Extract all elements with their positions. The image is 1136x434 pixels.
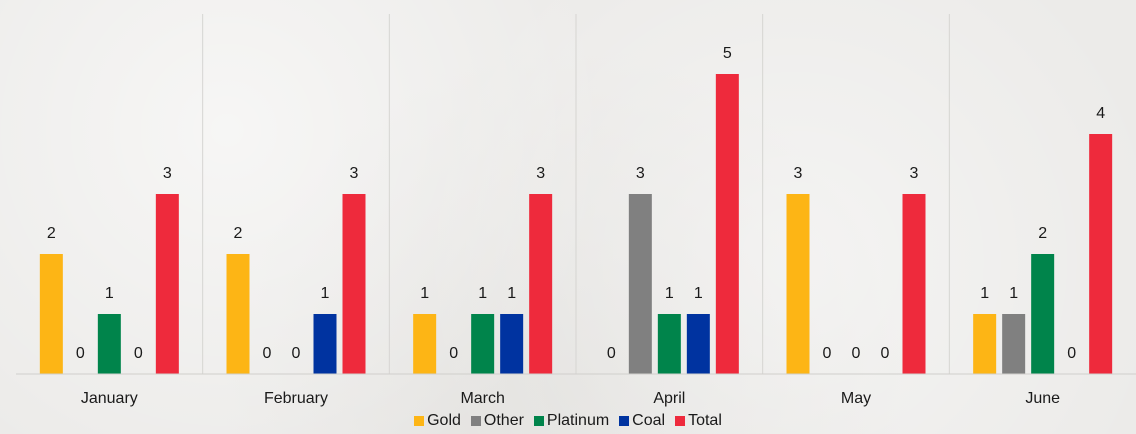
legend-label: Other <box>483 412 524 429</box>
data-label-total-march: 3 <box>536 165 545 182</box>
x-axis-tick-labels: January February March April May June <box>81 390 1060 407</box>
legend-item-coal: Coal <box>619 412 665 430</box>
bar-other-april <box>628 194 652 374</box>
data-label-other-january: 0 <box>76 345 85 362</box>
bar-gold-june <box>973 314 997 374</box>
data-label-coal-january: 0 <box>134 345 143 362</box>
bar-platinum-april <box>657 314 681 374</box>
bar-total-april <box>715 74 739 374</box>
data-label-total-february: 3 <box>350 165 359 182</box>
bar-gold-january <box>39 254 63 374</box>
bars <box>39 74 1113 374</box>
data-label-platinum-june: 2 <box>1038 225 1047 242</box>
x-tick-label: May <box>841 390 871 407</box>
legend: Gold Other Platinum Coal Total <box>0 412 1136 430</box>
x-tick-label: March <box>460 390 504 407</box>
data-label-platinum-april: 1 <box>665 285 674 302</box>
bar-coal-march <box>500 314 524 374</box>
data-label-gold-march: 1 <box>420 285 429 302</box>
data-label-platinum-february: 0 <box>292 345 301 362</box>
bar-gold-february <box>226 254 250 374</box>
bar-total-january <box>155 194 179 374</box>
data-label-coal-may: 0 <box>881 345 890 362</box>
x-tick-label: June <box>1025 390 1060 407</box>
data-label-coal-march: 1 <box>507 285 516 302</box>
data-label-coal-june: 0 <box>1067 345 1076 362</box>
data-label-total-april: 5 <box>723 45 732 62</box>
data-label-coal-february: 1 <box>321 285 330 302</box>
data-labels: 2 0 1 0 3 2 0 0 1 3 1 0 1 1 3 0 3 1 1 5 3 0 0 0 3 1 1 2 0 4 <box>47 45 1105 362</box>
data-label-other-february: 0 <box>263 345 272 362</box>
data-label-gold-june: 1 <box>980 285 989 302</box>
x-tick-label: January <box>81 390 138 407</box>
data-label-platinum-january: 1 <box>105 285 114 302</box>
legend-label: Gold <box>427 412 461 429</box>
data-label-gold-january: 2 <box>47 225 56 242</box>
data-label-other-april: 3 <box>636 165 645 182</box>
data-label-platinum-may: 0 <box>852 345 861 362</box>
legend-label: Total <box>688 412 722 429</box>
x-tick-label: February <box>264 390 328 407</box>
bar-other-june <box>1002 314 1026 374</box>
legend-item-gold: Gold <box>414 412 461 430</box>
legend-swatch <box>619 416 630 426</box>
legend-label: Coal <box>632 412 666 429</box>
legend-swatch <box>675 416 686 426</box>
bar-platinum-june <box>1031 254 1055 374</box>
bar-platinum-january <box>97 314 121 374</box>
data-label-coal-april: 1 <box>694 285 703 302</box>
data-label-platinum-march: 1 <box>478 285 487 302</box>
bar-total-may <box>902 194 926 374</box>
data-label-other-march: 0 <box>449 345 458 362</box>
legend-label: Platinum <box>546 412 610 429</box>
bar-gold-march <box>413 314 437 374</box>
legend-item-platinum: Platinum <box>533 412 610 430</box>
bar-total-march <box>529 194 553 374</box>
legend-swatch <box>414 416 425 426</box>
legend-item-total: Total <box>675 412 722 430</box>
data-label-other-june: 1 <box>1009 285 1018 302</box>
bar-total-june <box>1089 134 1113 374</box>
data-label-total-june: 4 <box>1096 105 1105 122</box>
category-separators <box>202 14 950 374</box>
bar-coal-february <box>313 314 337 374</box>
bar-gold-may <box>786 194 810 374</box>
bar-chart: 2 0 1 0 3 2 0 0 1 3 1 0 1 1 3 0 3 1 1 5 3 0 0 0 3 1 1 2 0 4 January Fe… <box>16 14 1136 407</box>
bar-coal-april <box>686 314 710 374</box>
data-label-gold-april: 0 <box>607 345 616 362</box>
bar-platinum-march <box>471 314 495 374</box>
bar-total-february <box>342 194 366 374</box>
data-label-total-january: 3 <box>163 165 172 182</box>
legend-item-other: Other <box>470 412 524 430</box>
legend-swatch <box>533 416 544 426</box>
data-label-total-may: 3 <box>910 165 919 182</box>
data-label-gold-february: 2 <box>234 225 243 242</box>
x-tick-label: April <box>653 390 685 407</box>
legend-swatch <box>470 416 481 426</box>
data-label-gold-may: 3 <box>794 165 803 182</box>
data-label-other-may: 0 <box>823 345 832 362</box>
